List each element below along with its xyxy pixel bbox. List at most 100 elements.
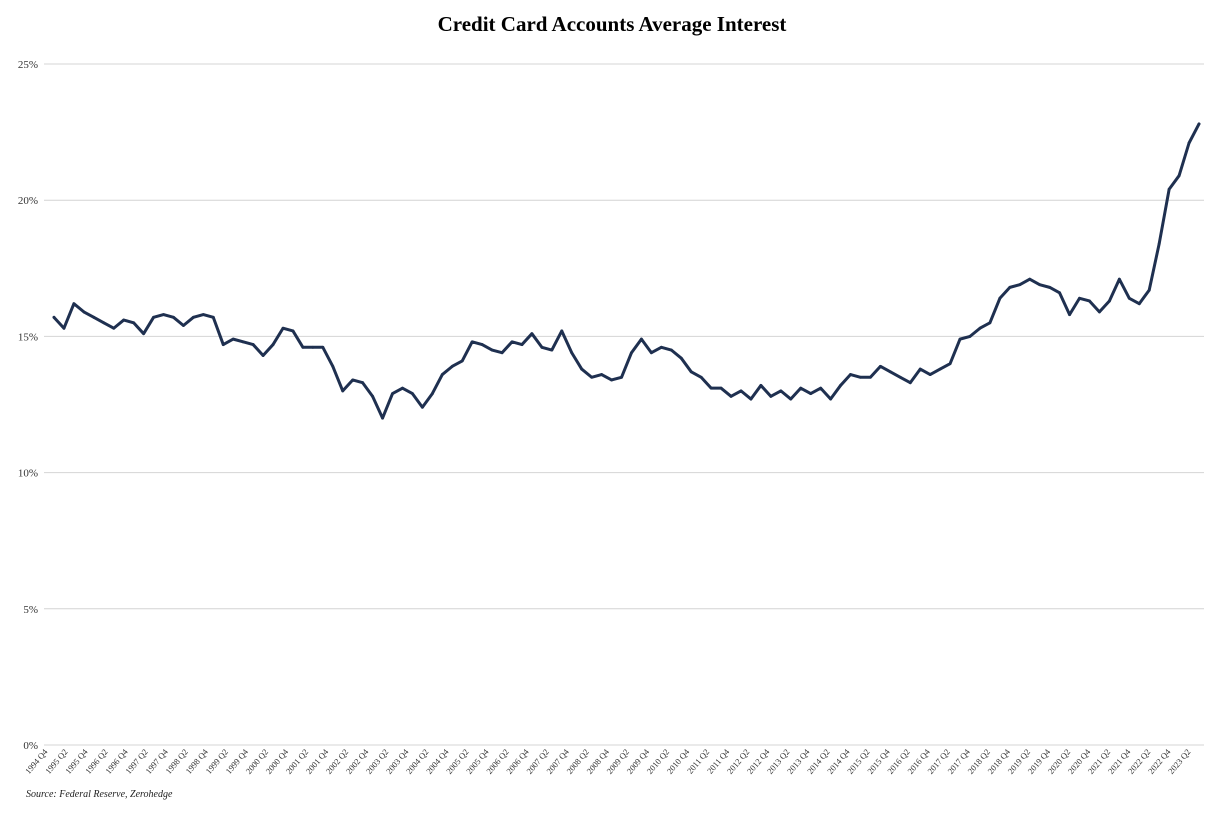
data-point (351, 378, 355, 382)
data-point (142, 332, 146, 336)
data-point (1008, 285, 1012, 289)
y-tick-label: 0% (23, 740, 38, 752)
data-point (500, 351, 504, 355)
data-point (769, 394, 773, 398)
data-point (132, 321, 136, 325)
data-point (869, 375, 872, 379)
data-point (978, 326, 982, 330)
data-point (480, 343, 484, 346)
source-note: Source: Federal Reserve, Zerohedge (26, 789, 173, 800)
data-point (411, 392, 414, 395)
data-point (719, 386, 723, 390)
data-point (540, 345, 544, 349)
data-point (82, 310, 86, 314)
data-point (311, 345, 315, 349)
data-point (371, 394, 375, 398)
data-point (430, 392, 434, 395)
y-tick-label: 15% (18, 331, 38, 343)
data-point (62, 326, 66, 330)
data-point (908, 381, 912, 385)
data-point (1197, 122, 1201, 126)
data-point (231, 337, 235, 341)
data-point (739, 389, 743, 393)
data-point (172, 315, 175, 319)
data-point (938, 367, 942, 371)
data-point (331, 364, 335, 368)
data-point (839, 384, 842, 387)
data-point (1018, 283, 1022, 287)
data-point (878, 364, 882, 368)
data-point (699, 375, 703, 379)
data-point (1078, 296, 1081, 300)
data-point (211, 315, 215, 319)
data-point (1137, 302, 1141, 306)
data-point (968, 335, 972, 338)
data-point (829, 397, 833, 401)
data-point (72, 302, 76, 306)
data-point (460, 359, 464, 363)
chart-title: Credit Card Accounts Average Interest (438, 12, 787, 36)
data-point (341, 389, 345, 393)
data-point (381, 416, 384, 420)
data-point (669, 348, 673, 352)
data-point (361, 381, 365, 385)
data-point (958, 337, 962, 341)
data-point (112, 326, 116, 330)
data-point (1127, 296, 1131, 300)
data-point (1038, 283, 1042, 287)
data-point (640, 337, 643, 341)
data-point (490, 348, 494, 352)
data-point (799, 386, 803, 390)
data-point (580, 367, 584, 371)
data-point (291, 329, 295, 333)
data-point (251, 343, 255, 346)
data-point (689, 370, 693, 374)
data-point (281, 326, 285, 330)
data-point (1167, 187, 1171, 191)
data-point (918, 367, 922, 371)
data-point (630, 351, 633, 355)
data-point (122, 318, 126, 322)
data-point (988, 321, 992, 325)
data-point (201, 313, 205, 317)
data-point (1147, 288, 1151, 292)
data-point (152, 315, 155, 319)
data-point (470, 340, 474, 344)
data-point (560, 329, 564, 333)
data-point (1157, 242, 1161, 246)
y-axis: 0% 5% 10% 15% 20% 25% (18, 59, 38, 752)
data-point (659, 345, 663, 349)
data-point (649, 351, 653, 355)
data-point (600, 373, 604, 376)
data-point (261, 354, 265, 357)
data-point (1028, 277, 1032, 281)
data-point (420, 405, 424, 409)
data-point (590, 375, 594, 379)
data-point (182, 324, 185, 327)
data-point (440, 373, 444, 376)
y-tick-label: 20% (18, 195, 38, 207)
data-point (849, 373, 852, 376)
data-point (52, 315, 56, 319)
data-point (898, 375, 902, 379)
data-point (1177, 174, 1181, 178)
data-point (819, 386, 823, 390)
series-layer (52, 122, 1201, 420)
data-point (888, 370, 892, 374)
data-point (241, 340, 245, 344)
data-point (570, 351, 574, 355)
data-point (271, 343, 275, 346)
data-point (779, 389, 783, 393)
data-point (162, 313, 165, 317)
data-point (92, 315, 96, 319)
data-point (998, 296, 1002, 300)
data-point (1088, 299, 1091, 303)
data-point (401, 386, 404, 390)
data-point (789, 397, 793, 401)
series-line (52, 122, 1201, 420)
data-point (709, 386, 713, 390)
data-point (520, 343, 524, 346)
y-tick-label: 10% (18, 468, 38, 480)
